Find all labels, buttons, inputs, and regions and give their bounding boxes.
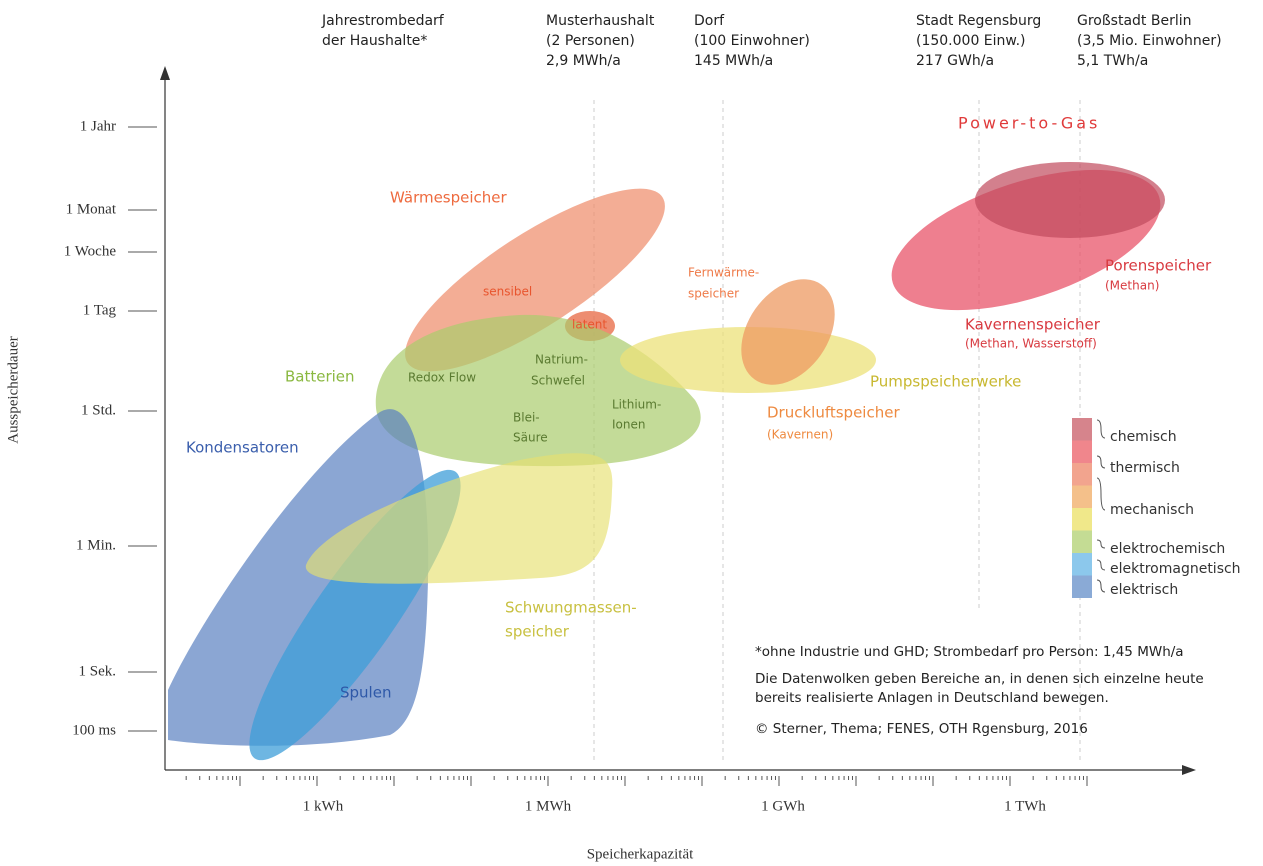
region-label: Schwungmassen- — [505, 599, 637, 617]
header-text: Musterhaushalt — [546, 13, 655, 29]
region-label: (Methan, Wasserstoff) — [965, 337, 1097, 351]
legend-swatch — [1072, 530, 1092, 553]
region-label: Fernwärme- — [688, 266, 759, 280]
region-label: Wärmespeicher — [390, 189, 508, 207]
y-tick-label: 1 Monat — [66, 201, 117, 217]
region-label: Kondensatoren — [186, 439, 299, 457]
legend-label: thermisch — [1110, 460, 1180, 476]
clouds — [168, 162, 1165, 761]
region-label: Kavernenspeicher — [965, 316, 1101, 334]
legend-swatch — [1072, 463, 1092, 486]
axes — [160, 66, 1196, 775]
region-label: speicher — [688, 287, 739, 301]
header-text: Großstadt Berlin — [1077, 13, 1192, 29]
note: © Sterner, Thema; FENES, OTH Rgensburg, … — [755, 721, 1088, 737]
legend-swatch — [1072, 485, 1092, 508]
x-tick-label: 1 GWh — [761, 798, 805, 814]
header-text: 217 GWh/a — [916, 53, 994, 69]
header-text: (150.000 Einw.) — [916, 33, 1026, 49]
region-label: Säure — [513, 431, 548, 445]
legend-label: elektromagnetisch — [1110, 561, 1241, 577]
header-text: Dorf — [694, 13, 725, 29]
region-label: Power-to-Gas — [958, 114, 1100, 133]
region-label: Lithium- — [612, 398, 661, 412]
legend-swatch — [1072, 575, 1092, 598]
region-label: latent — [572, 318, 607, 332]
region-label: Batterien — [285, 368, 355, 386]
region-label: Spulen — [340, 684, 391, 702]
legend-label: elektrochemisch — [1110, 541, 1225, 557]
region-label: Natrium- — [535, 353, 588, 367]
header-text: (100 Einwohner) — [694, 33, 810, 49]
y-tick-label: 1 Woche — [64, 243, 117, 259]
y-tick-label: 1 Std. — [81, 402, 116, 418]
region-label: Ionen — [612, 418, 645, 432]
y-tick-label: 1 Tag — [83, 302, 117, 318]
minor-ticks — [185, 776, 1088, 786]
legend-swatch — [1072, 418, 1092, 441]
header-text: der Haushalte* — [322, 33, 427, 49]
region-label: Schwefel — [531, 374, 585, 388]
legend-swatch — [1072, 440, 1092, 463]
legend-braces — [1096, 419, 1106, 593]
header-text: (3,5 Mio. Einwohner) — [1077, 33, 1222, 49]
region-label: Porenspeicher — [1105, 257, 1212, 275]
note: Die Datenwolken geben Bereiche an, in de… — [755, 671, 1204, 687]
region-label: (Kavernen) — [767, 428, 833, 442]
header-text: 2,9 MWh/a — [546, 53, 621, 69]
region-label: speicher — [505, 623, 570, 641]
legend-label: mechanisch — [1110, 502, 1194, 518]
legend-label: chemisch — [1110, 429, 1177, 445]
y-tick-label: 1 Min. — [76, 537, 116, 553]
x-tick-label: 1 TWh — [1004, 798, 1046, 814]
region-label: sensibel — [483, 285, 532, 299]
note: bereits realisierte Anlagen in Deutschla… — [755, 690, 1109, 706]
header-text: 145 MWh/a — [694, 53, 773, 69]
header-text: Jahrestrombedarf — [321, 13, 445, 29]
note: *ohne Industrie und GHD; Strombedarf pro… — [755, 644, 1184, 660]
header-text: Stadt Regensburg — [916, 13, 1041, 29]
y-axis-label: Ausspeicherdauer — [5, 336, 21, 443]
header-text: (2 Personen) — [546, 33, 635, 49]
region-label: Blei- — [513, 411, 540, 425]
x-tick-label: 1 MWh — [525, 798, 572, 814]
y-tick-label: 100 ms — [72, 722, 116, 738]
legend-swatch — [1072, 508, 1092, 531]
y-tick-label: 1 Sek. — [79, 663, 117, 679]
legend-swatch — [1072, 553, 1092, 576]
x-tick-label: 1 kWh — [303, 798, 344, 814]
region-label: (Methan) — [1105, 279, 1159, 293]
region-label: Pumpspeicherwerke — [870, 373, 1021, 391]
legend-label: elektrisch — [1110, 582, 1178, 598]
region-label: Redox Flow — [408, 371, 476, 385]
x-axis-label: Speicherkapazität — [587, 846, 694, 862]
header-text: 5,1 TWh/a — [1077, 53, 1148, 69]
region-label: Druckluftspeicher — [767, 404, 900, 422]
y-tick-label: 1 Jahr — [80, 118, 116, 134]
